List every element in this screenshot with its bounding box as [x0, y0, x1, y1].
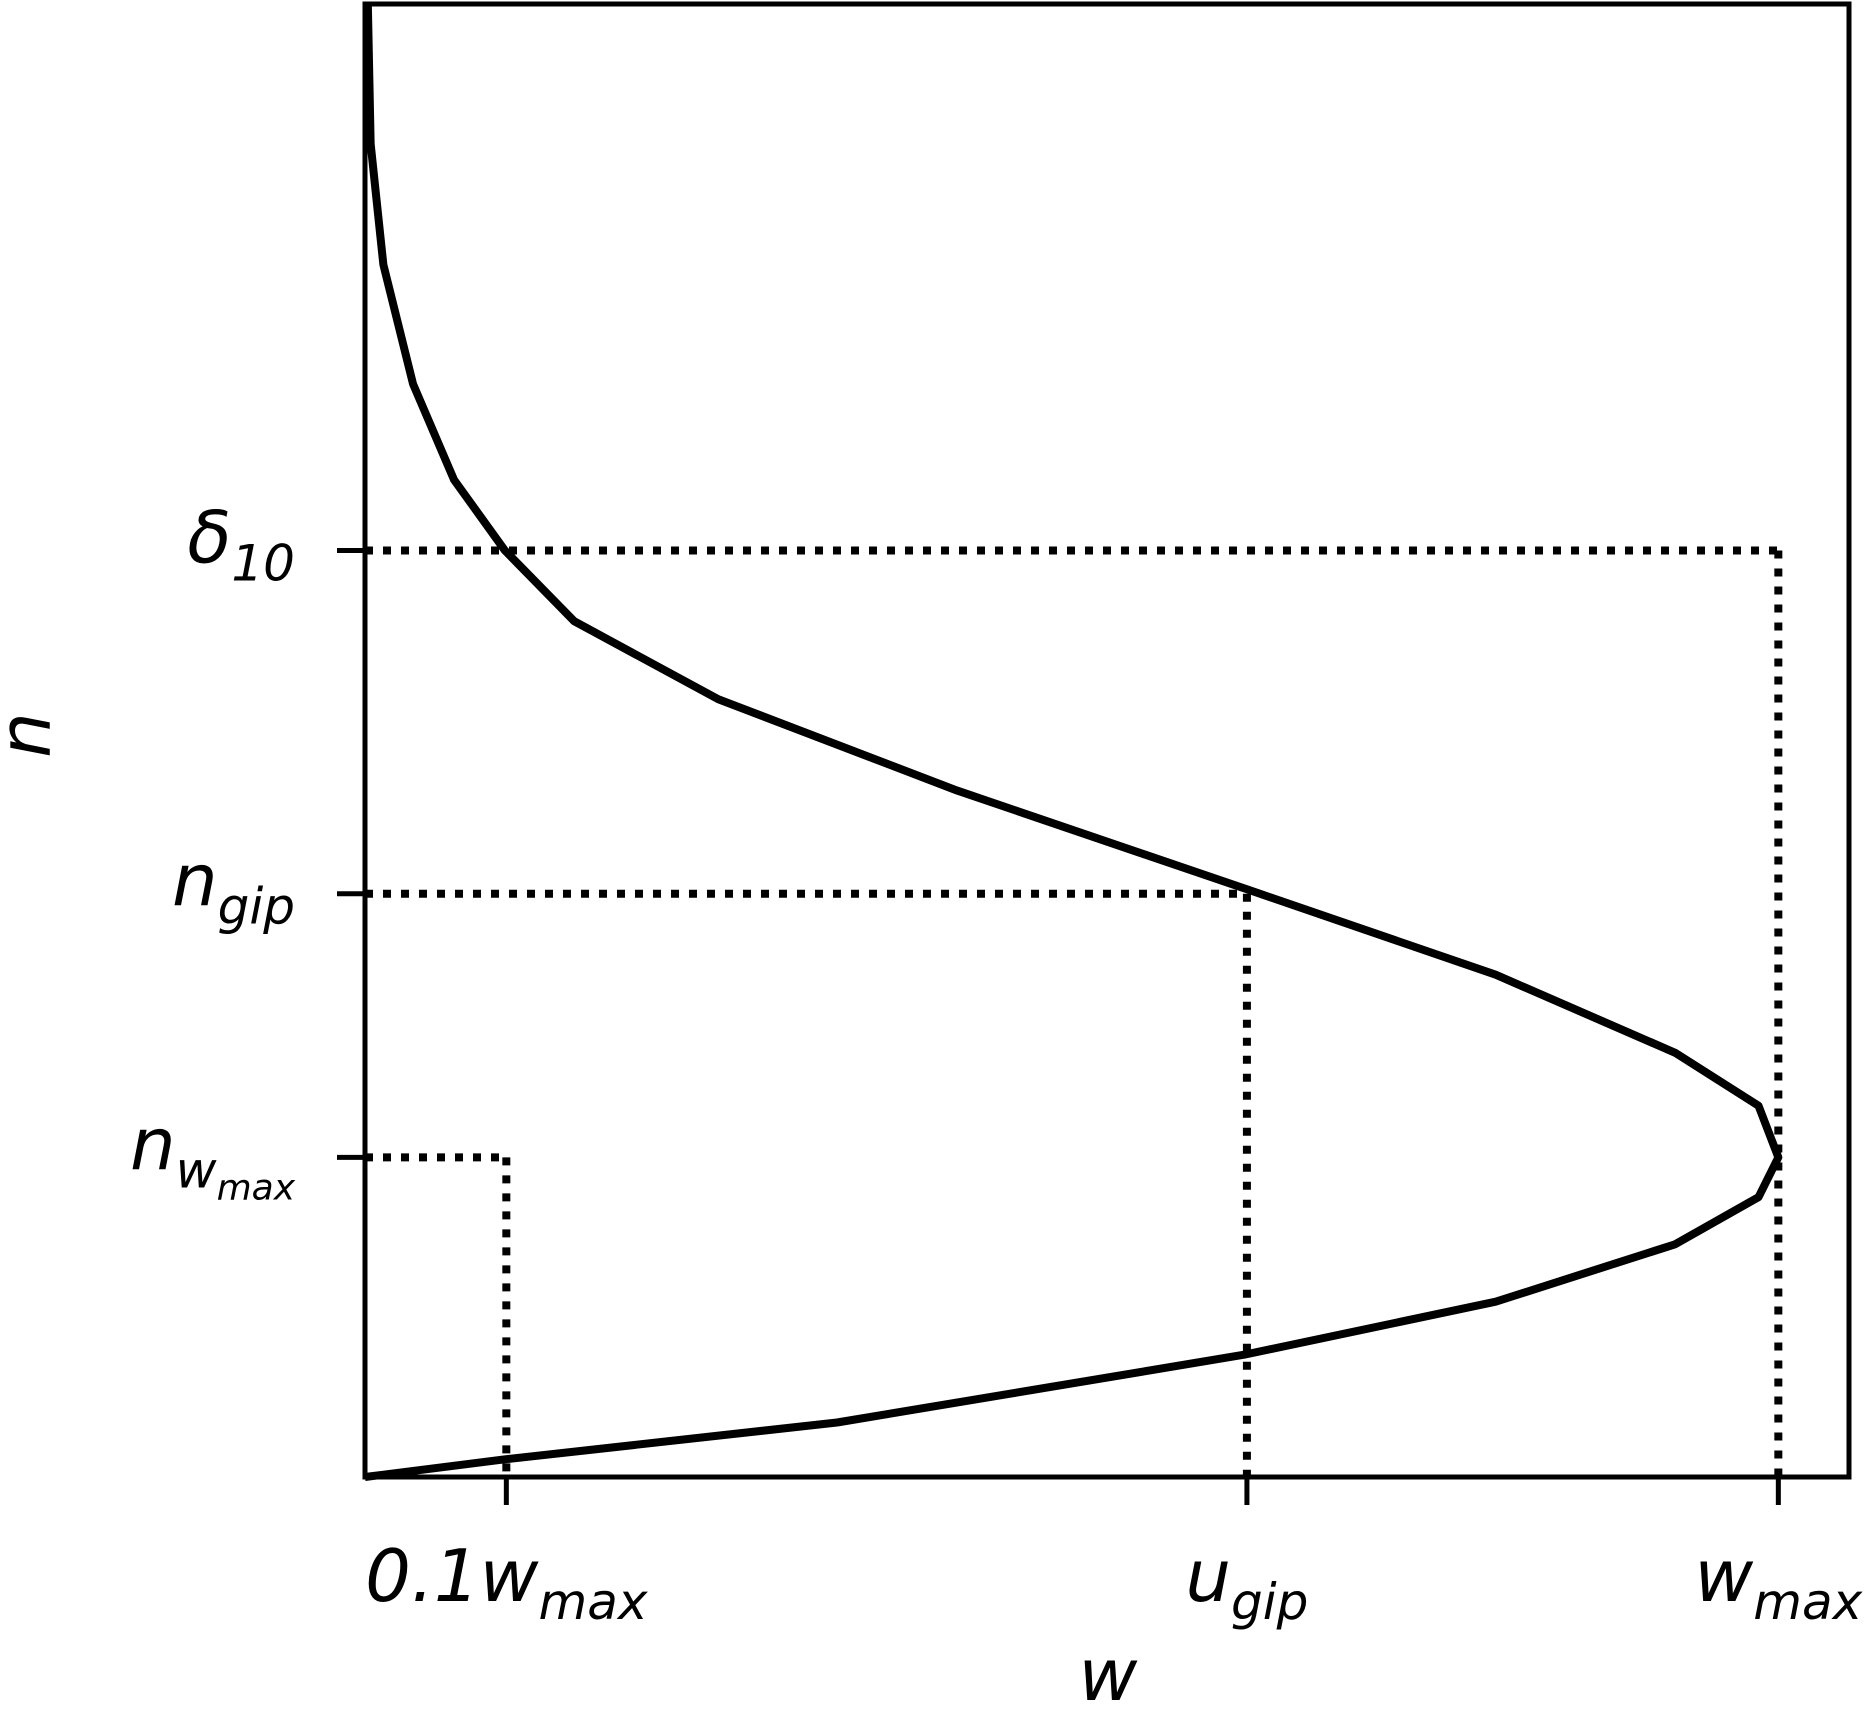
- tick-label-subsub: max: [217, 1167, 296, 1208]
- tick-label: 0.1wmax: [365, 1534, 648, 1631]
- tick-label: ugip: [1185, 1534, 1308, 1631]
- tick-label-sub: gip: [218, 878, 295, 936]
- y-axis-label: n: [0, 712, 67, 758]
- tick-label-main: u: [1185, 1534, 1231, 1618]
- curve: [363, 3, 1783, 1481]
- tick-label-main: w: [1694, 1534, 1753, 1618]
- tick-label-main: δ: [187, 495, 231, 579]
- tick-label: wmax: [1694, 1534, 1862, 1631]
- tick-label-sub: max: [1753, 1573, 1862, 1631]
- tick-label-main: n: [172, 839, 218, 923]
- tick-label-main: 0.1w: [365, 1534, 539, 1618]
- x-axis-label: w: [1079, 1633, 1138, 1716]
- tick-label-sub: w: [176, 1141, 217, 1199]
- plot-frame: [362, 1, 1852, 1480]
- tick-label-sub: gip: [1231, 1573, 1308, 1631]
- tick-label: δ10: [187, 495, 295, 592]
- tick-label: nwmax: [130, 1102, 296, 1208]
- tick-label-main: n: [130, 1102, 176, 1186]
- tick-label-sub: max: [539, 1573, 648, 1631]
- tick-label-sub: 10: [231, 534, 295, 592]
- tick-label: ngip: [172, 839, 295, 936]
